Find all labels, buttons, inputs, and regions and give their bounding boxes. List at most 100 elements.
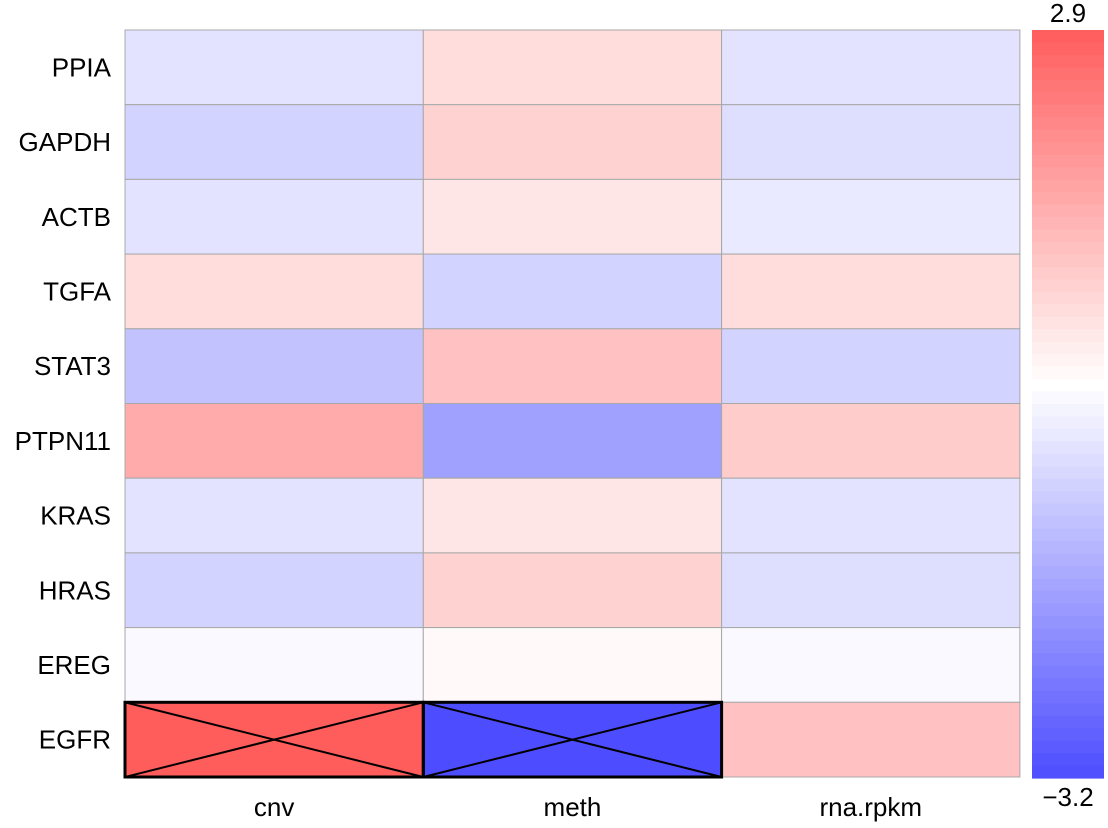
color-scale-step (1032, 354, 1104, 368)
row-label: EREG (37, 650, 111, 680)
heatmap-cell (422, 403, 723, 479)
row-labels: PPIA GAPDH ACTB TGFA STAT3 PTPN11 KRAS HRAS EREG… (15, 52, 112, 754)
color-scale-step (1032, 753, 1104, 767)
row-label: STAT3 (34, 351, 111, 381)
color-scale-step (1032, 466, 1104, 480)
color-scale-step (1032, 104, 1104, 118)
color-scale-step (1032, 491, 1104, 505)
color-scale-step (1032, 653, 1104, 667)
color-scale-step (1032, 92, 1104, 106)
heatmap-cell (721, 178, 1021, 255)
color-scale-step (1032, 566, 1104, 580)
color-scale-step (1032, 42, 1104, 56)
row-label: ACTB (42, 202, 111, 232)
color-scale-step (1032, 416, 1104, 430)
color-scale-legend (1032, 30, 1104, 779)
heatmap-cell (422, 29, 723, 106)
heatmap-cell (124, 328, 424, 404)
row-label: GAPDH (19, 127, 111, 157)
color-scale-step (1032, 503, 1104, 517)
color-scale-step (1032, 728, 1104, 742)
row-label: EGFR (39, 725, 111, 755)
highlight-cross (124, 701, 424, 778)
color-scale-step (1032, 366, 1104, 380)
heatmap-cell (721, 29, 1021, 106)
color-scale-step (1032, 204, 1104, 218)
color-scale-step (1032, 765, 1104, 779)
color-scale-step (1032, 30, 1104, 44)
heatmap-cell (721, 253, 1021, 330)
color-scale-step (1032, 179, 1104, 193)
heatmap-cell (422, 627, 723, 703)
heatmap-cell (422, 253, 723, 330)
heatmap-cell (124, 403, 424, 479)
heatmap-cell (422, 328, 723, 404)
highlight-box (421, 700, 724, 779)
color-scale-step (1032, 578, 1104, 592)
color-scale-step (1032, 129, 1104, 143)
heatmap-cell (721, 403, 1021, 479)
heatmap-cell (422, 178, 723, 255)
color-scale-step (1032, 516, 1104, 530)
color-scale-step (1032, 615, 1104, 629)
color-scale-step (1032, 441, 1104, 455)
color-scale-step (1032, 478, 1104, 492)
row-label: PPIA (52, 52, 112, 82)
column-label: meth (544, 792, 602, 822)
color-scale-step (1032, 428, 1104, 442)
heatmap-cell (124, 104, 424, 180)
color-scale-min-label: −3.2 (1042, 782, 1093, 812)
color-scale-step (1032, 254, 1104, 268)
column-label: rna.rpkm (819, 792, 922, 822)
color-scale-step (1032, 553, 1104, 567)
heatmap-cell (721, 627, 1021, 703)
row-label: PTPN11 (15, 426, 111, 456)
color-scale-step (1032, 603, 1104, 617)
color-scale-step (1032, 341, 1104, 355)
row-label: HRAS (39, 575, 111, 605)
color-scale-step (1032, 217, 1104, 231)
color-scale-step (1032, 291, 1104, 305)
heatmap-cell (721, 552, 1021, 629)
color-scale-step (1032, 591, 1104, 605)
heatmap-cell (721, 328, 1021, 404)
row-label: KRAS (40, 501, 111, 531)
heatmap-cell (124, 627, 424, 703)
heatmap-cell (124, 29, 424, 106)
color-scale-step (1032, 453, 1104, 467)
color-scale-step (1032, 54, 1104, 68)
heatmap-cell (124, 477, 424, 554)
color-scale-step (1032, 715, 1104, 729)
heatmap-cell (124, 253, 424, 330)
heatmap-cell (721, 701, 1021, 778)
highlight-cross (423, 701, 722, 778)
column-label: cnv (254, 792, 294, 822)
heatmap-cell (422, 552, 723, 629)
color-scale-step (1032, 640, 1104, 654)
color-scale-step (1032, 266, 1104, 280)
color-scale-step (1032, 329, 1104, 343)
heatmap-cell (721, 477, 1021, 554)
color-scale-step (1032, 229, 1104, 243)
color-scale-step (1032, 740, 1104, 754)
color-scale-step (1032, 117, 1104, 131)
color-scale-step (1032, 379, 1104, 393)
color-scale-step (1032, 703, 1104, 717)
color-scale-step (1032, 528, 1104, 542)
color-scale-step (1032, 690, 1104, 704)
heatmap-cell (721, 104, 1021, 180)
color-scale-step (1032, 192, 1104, 206)
heatmap-cells (123, 29, 1021, 779)
color-scale-step (1032, 241, 1104, 255)
color-scale-step (1032, 316, 1104, 330)
color-scale-step (1032, 628, 1104, 642)
color-scale-step (1032, 404, 1104, 418)
color-scale-step (1032, 391, 1104, 405)
heatmap-cell (422, 104, 723, 180)
heatmap-cell (124, 178, 424, 255)
color-scale-step (1032, 79, 1104, 93)
color-scale-step (1032, 67, 1104, 81)
color-scale-step (1032, 142, 1104, 156)
color-scale-step (1032, 304, 1104, 318)
